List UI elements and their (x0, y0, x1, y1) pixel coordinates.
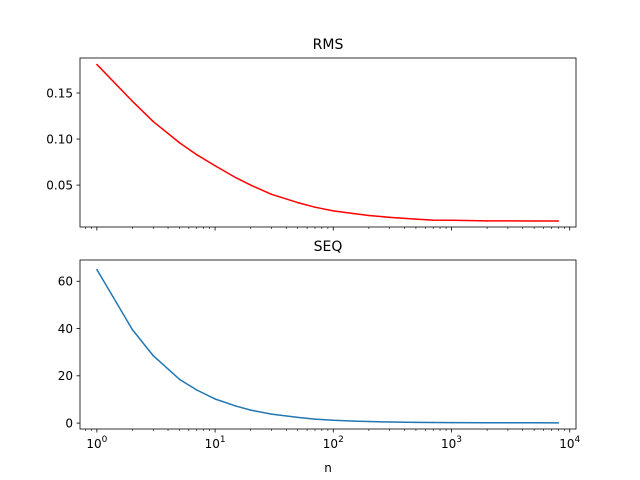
seq-data-point (415, 421, 417, 424)
rms-data-point (214, 165, 216, 167)
seq-data-point (131, 328, 134, 331)
rms-data-point (432, 219, 434, 221)
seq-points (96, 268, 560, 424)
seq-data-point (388, 421, 391, 423)
rms-axes-frame (79, 57, 577, 228)
rms-y-tick-label: 0.05 (46, 178, 73, 192)
rms-data-point (486, 220, 488, 222)
rms-title: RMS (313, 37, 344, 53)
seq-data-point (368, 420, 370, 423)
seq-data-point (196, 389, 198, 391)
rms-data-point (533, 220, 535, 222)
seq-data-point (314, 418, 316, 420)
rms-data-point (270, 193, 273, 196)
seq-x-axis-label: n (324, 461, 332, 475)
seq-data-point (235, 405, 237, 407)
seq-x-tick-label: 104 (559, 435, 580, 451)
seq-data-point (178, 378, 181, 381)
rms-data-point (332, 210, 335, 212)
rms-data-point (131, 100, 134, 103)
seq-data-point (214, 398, 216, 400)
rms-data-point (388, 216, 391, 219)
rms-data-point (178, 141, 181, 144)
rms-data-point (415, 218, 417, 220)
rms-data-point (450, 219, 453, 222)
seq-x-tick-label: 103 (441, 435, 462, 451)
seq-data-point (450, 421, 453, 424)
seq-y-tick-label: 60 (58, 275, 73, 289)
rms-y-tick-label: 0.15 (46, 86, 73, 100)
rms-data-point (196, 153, 198, 156)
rms-subplot: RMS 0.05 0.10 0.15 (46, 37, 577, 231)
seq-y-tick-label: 40 (58, 322, 73, 336)
seq-data-point (533, 422, 535, 424)
rms-data-point (152, 120, 155, 123)
seq-x-tick-label: 101 (205, 435, 226, 451)
seq-data-point (432, 421, 434, 424)
seq-y-tick-label: 20 (58, 369, 73, 383)
rms-data-point (235, 176, 237, 179)
seq-x-tick-label: 100 (86, 435, 107, 451)
seq-data-point (96, 268, 98, 271)
rms-points (96, 63, 560, 222)
rms-data-point (249, 184, 252, 186)
rms-data-point (353, 212, 355, 215)
seq-data-point (557, 422, 560, 424)
seq-data-point (296, 416, 299, 419)
seq-data-point (486, 421, 488, 424)
rms-data-point (557, 220, 560, 222)
seq-x-tick-label: 102 (323, 435, 344, 451)
seq-y-tick-label: 0 (65, 416, 73, 430)
seq-data-point (152, 354, 155, 357)
rms-data-point (314, 206, 316, 208)
rms-y-tick-label: 0.10 (46, 132, 73, 146)
seq-data-point (353, 420, 355, 422)
seq-data-point (249, 409, 252, 411)
rms-data-point (96, 63, 98, 66)
seq-subplot: SEQ 100 101 102 103 104 0 20 40 60 n (58, 239, 581, 475)
rms-data-point (368, 214, 370, 217)
rms-data-point (296, 201, 299, 204)
seq-title: SEQ (314, 239, 343, 255)
seq-axes-frame (79, 259, 577, 430)
seq-ticks: 100 101 102 103 104 0 20 40 60 (58, 275, 581, 451)
seq-data-point (270, 413, 273, 415)
seq-data-point (332, 419, 335, 422)
